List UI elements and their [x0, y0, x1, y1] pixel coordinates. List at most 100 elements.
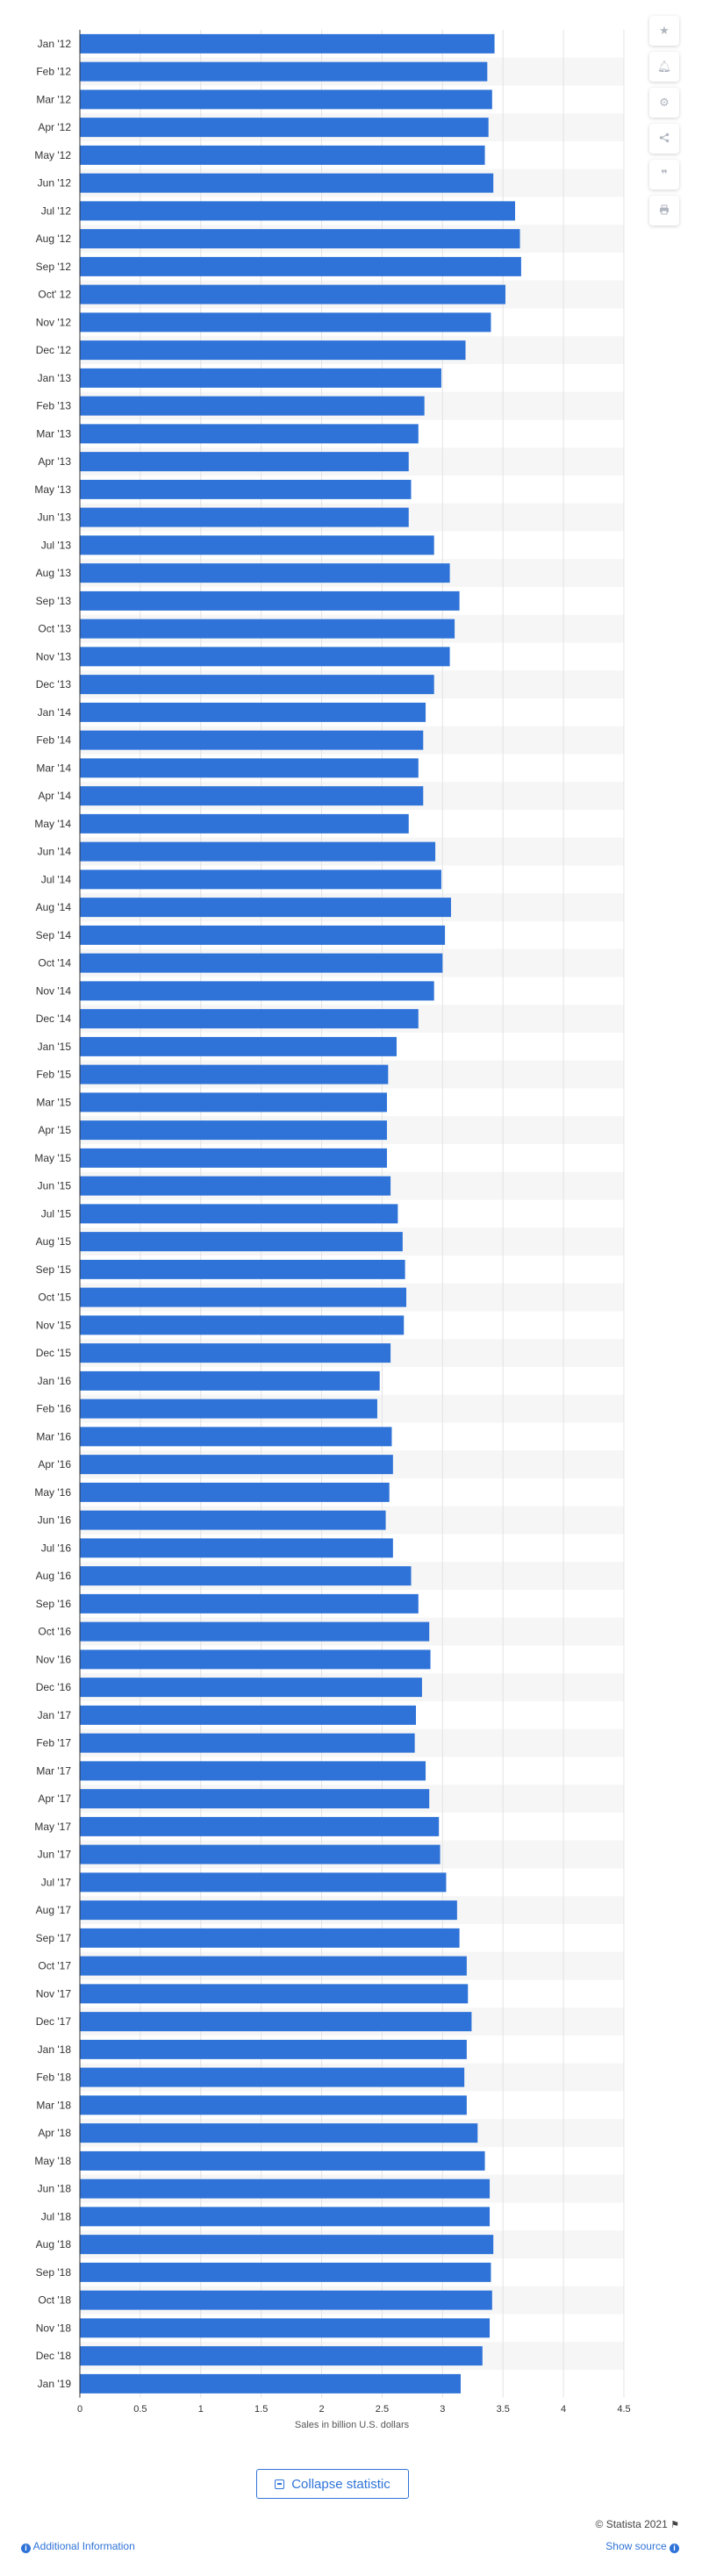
bar — [80, 730, 424, 750]
category-label: Aug '16 — [36, 1570, 72, 1582]
bar — [80, 507, 409, 527]
bar — [80, 1678, 422, 1698]
bar — [80, 1232, 403, 1252]
category-label: Feb '14 — [36, 734, 71, 747]
category-label: Jul '13 — [41, 539, 72, 551]
category-label: Apr '16 — [38, 1458, 71, 1470]
bar — [80, 702, 426, 722]
collapse-label: Collapse statistic — [291, 2476, 390, 2492]
flag-icon[interactable]: ⚑ — [670, 2520, 679, 2530]
bar — [80, 1064, 389, 1084]
bar — [80, 145, 485, 165]
copyright-text: © Statista 2021 — [595, 2518, 668, 2530]
bar — [80, 1956, 467, 1976]
bar — [80, 1510, 386, 1530]
bar — [80, 284, 505, 304]
category-label: Jan '12 — [38, 38, 72, 50]
category-label: Jan '15 — [38, 1041, 72, 1053]
show-source-link[interactable]: Show source i — [605, 2540, 679, 2553]
bar — [80, 118, 489, 138]
category-label: Dec '16 — [36, 1681, 72, 1693]
category-label: Sep '17 — [36, 1932, 72, 1944]
bar — [80, 340, 466, 361]
category-label: Apr '18 — [38, 2127, 71, 2139]
x-tick-label: 2 — [319, 2404, 324, 2415]
favorite-button[interactable]: ★ — [649, 16, 679, 46]
notification-button[interactable]: 🔔︎ — [649, 52, 679, 82]
category-label: Apr '15 — [38, 1124, 71, 1136]
category-label: Oct '14 — [38, 957, 71, 970]
x-tick-label: 1 — [198, 2404, 204, 2415]
category-label: Dec '18 — [36, 2350, 72, 2362]
bar — [80, 675, 434, 695]
settings-button[interactable]: ⚙ — [649, 88, 679, 118]
category-label: Nov '16 — [36, 1653, 72, 1665]
category-label: Jun '13 — [38, 512, 72, 524]
quote-icon: ❞ — [661, 168, 668, 181]
category-label: Mar '18 — [36, 2099, 71, 2111]
bar — [80, 1816, 440, 1836]
category-label: Nov '14 — [36, 984, 72, 997]
bar — [80, 1009, 419, 1029]
bar — [80, 869, 441, 890]
bar — [80, 1844, 441, 1864]
x-tick-label: 2.5 — [376, 2404, 389, 2415]
x-tick-label: 3 — [440, 2404, 445, 2415]
category-label: Apr '17 — [38, 1792, 71, 1805]
x-tick-label: 3.5 — [497, 2404, 510, 2415]
bar — [80, 1872, 447, 1893]
category-label: Apr '13 — [38, 455, 71, 468]
bar — [80, 256, 521, 276]
category-label: Sep '16 — [36, 1598, 72, 1610]
category-label: Feb '18 — [36, 2072, 71, 2084]
bar — [80, 61, 488, 82]
category-label: Aug '12 — [36, 233, 72, 245]
category-label: Jul '15 — [41, 1207, 72, 1220]
cite-button[interactable]: ❞ — [649, 160, 679, 190]
bar — [80, 1176, 391, 1196]
chart-svg: Jan '12 Feb '12 Mar '12 Apr '12 May '12 Jun '… — [34, 30, 631, 2430]
category-label: Mar '13 — [36, 427, 71, 440]
share-button[interactable] — [649, 124, 679, 154]
info-icon: i — [670, 2544, 679, 2553]
bar — [80, 1900, 457, 1921]
additional-information-link[interactable]: i Additional Information — [21, 2540, 135, 2553]
category-label: Aug '13 — [36, 567, 72, 579]
x-tick-label: 4 — [561, 2404, 566, 2415]
category-label: May '12 — [34, 149, 71, 161]
bar — [80, 1204, 398, 1224]
category-label: May '17 — [34, 1821, 71, 1833]
bar — [80, 1259, 405, 1279]
category-label: Oct '17 — [38, 1960, 71, 1972]
category-label: Feb '16 — [36, 1403, 71, 1415]
bar — [80, 1761, 426, 1781]
bar — [80, 2346, 483, 2366]
bar-chart: Jan '12 Feb '12 Mar '12 Apr '12 May '12 Jun '… — [34, 30, 631, 2430]
bar — [80, 2150, 485, 2171]
category-label: Jan '16 — [38, 1375, 72, 1387]
category-label: Apr '14 — [38, 790, 71, 802]
bar — [80, 813, 409, 834]
category-label: Dec '15 — [36, 1347, 72, 1359]
bell-icon: 🔔︎ — [656, 60, 672, 73]
bar — [80, 758, 419, 778]
category-label: Sep '12 — [36, 261, 72, 273]
category-label: Mar '15 — [36, 1096, 71, 1108]
bar — [80, 1092, 387, 1113]
bar — [80, 1370, 380, 1391]
bar — [80, 1399, 377, 1419]
bar — [80, 786, 424, 806]
print-button[interactable] — [649, 196, 679, 225]
additional-information-label: Additional Information — [32, 2540, 135, 2552]
x-tick-label: 0 — [77, 2404, 82, 2415]
category-label: Jul '12 — [41, 204, 72, 217]
category-label: Jul '16 — [41, 1542, 72, 1554]
bar — [80, 898, 451, 918]
category-label: Jul '17 — [41, 1876, 72, 1888]
collapse-statistic-button[interactable]: Collapse statistic — [256, 2469, 409, 2499]
bar — [80, 619, 455, 639]
bar — [80, 229, 520, 249]
bar — [80, 841, 436, 862]
bar — [80, 535, 434, 555]
category-label: Sep '13 — [36, 595, 72, 607]
